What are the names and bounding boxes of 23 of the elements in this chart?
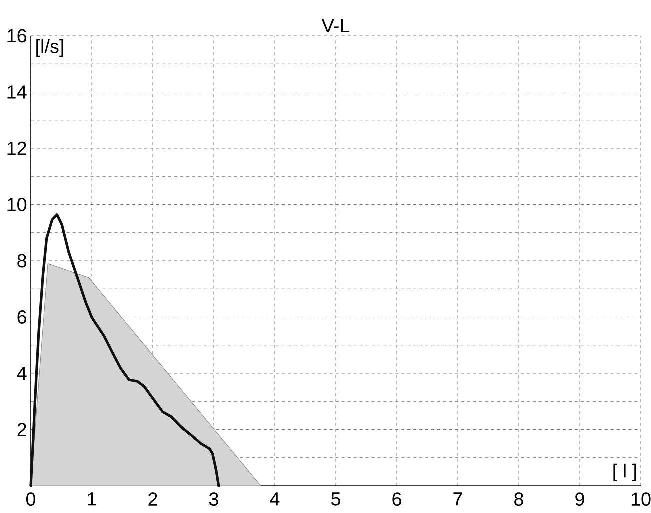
x-tick-label: 0	[26, 492, 36, 506]
x-tick-label: 2	[148, 492, 158, 506]
line-series	[30, 214, 220, 488]
y-tick-label: 14	[8, 86, 27, 99]
x-axis-title: [ l ]	[614, 464, 636, 482]
x-tick-label: 7	[454, 492, 462, 506]
y-tick-label: 4	[17, 366, 27, 380]
y-tick-label: 2	[18, 423, 26, 436]
x-tick-label: 5	[331, 492, 340, 506]
chart-title: V-L	[322, 19, 350, 32]
y-tick-label: 16	[8, 29, 27, 43]
y-tick-label: 10	[8, 198, 27, 212]
x-tick-label: 4	[270, 492, 280, 506]
x-tick-label: 10	[632, 492, 651, 506]
x-tick-label: 6	[392, 492, 402, 506]
x-tick-label: 8	[514, 492, 524, 506]
y-tick-label: 6	[18, 310, 27, 324]
x-tick-label: 9	[576, 492, 584, 506]
y-axis-title: [l/s]	[36, 39, 64, 58]
y-tick-label: 12	[8, 142, 26, 156]
x-tick-label: 1	[88, 492, 96, 506]
x-tick-label: 3	[209, 492, 218, 506]
y-tick-label: 8	[18, 254, 27, 268]
